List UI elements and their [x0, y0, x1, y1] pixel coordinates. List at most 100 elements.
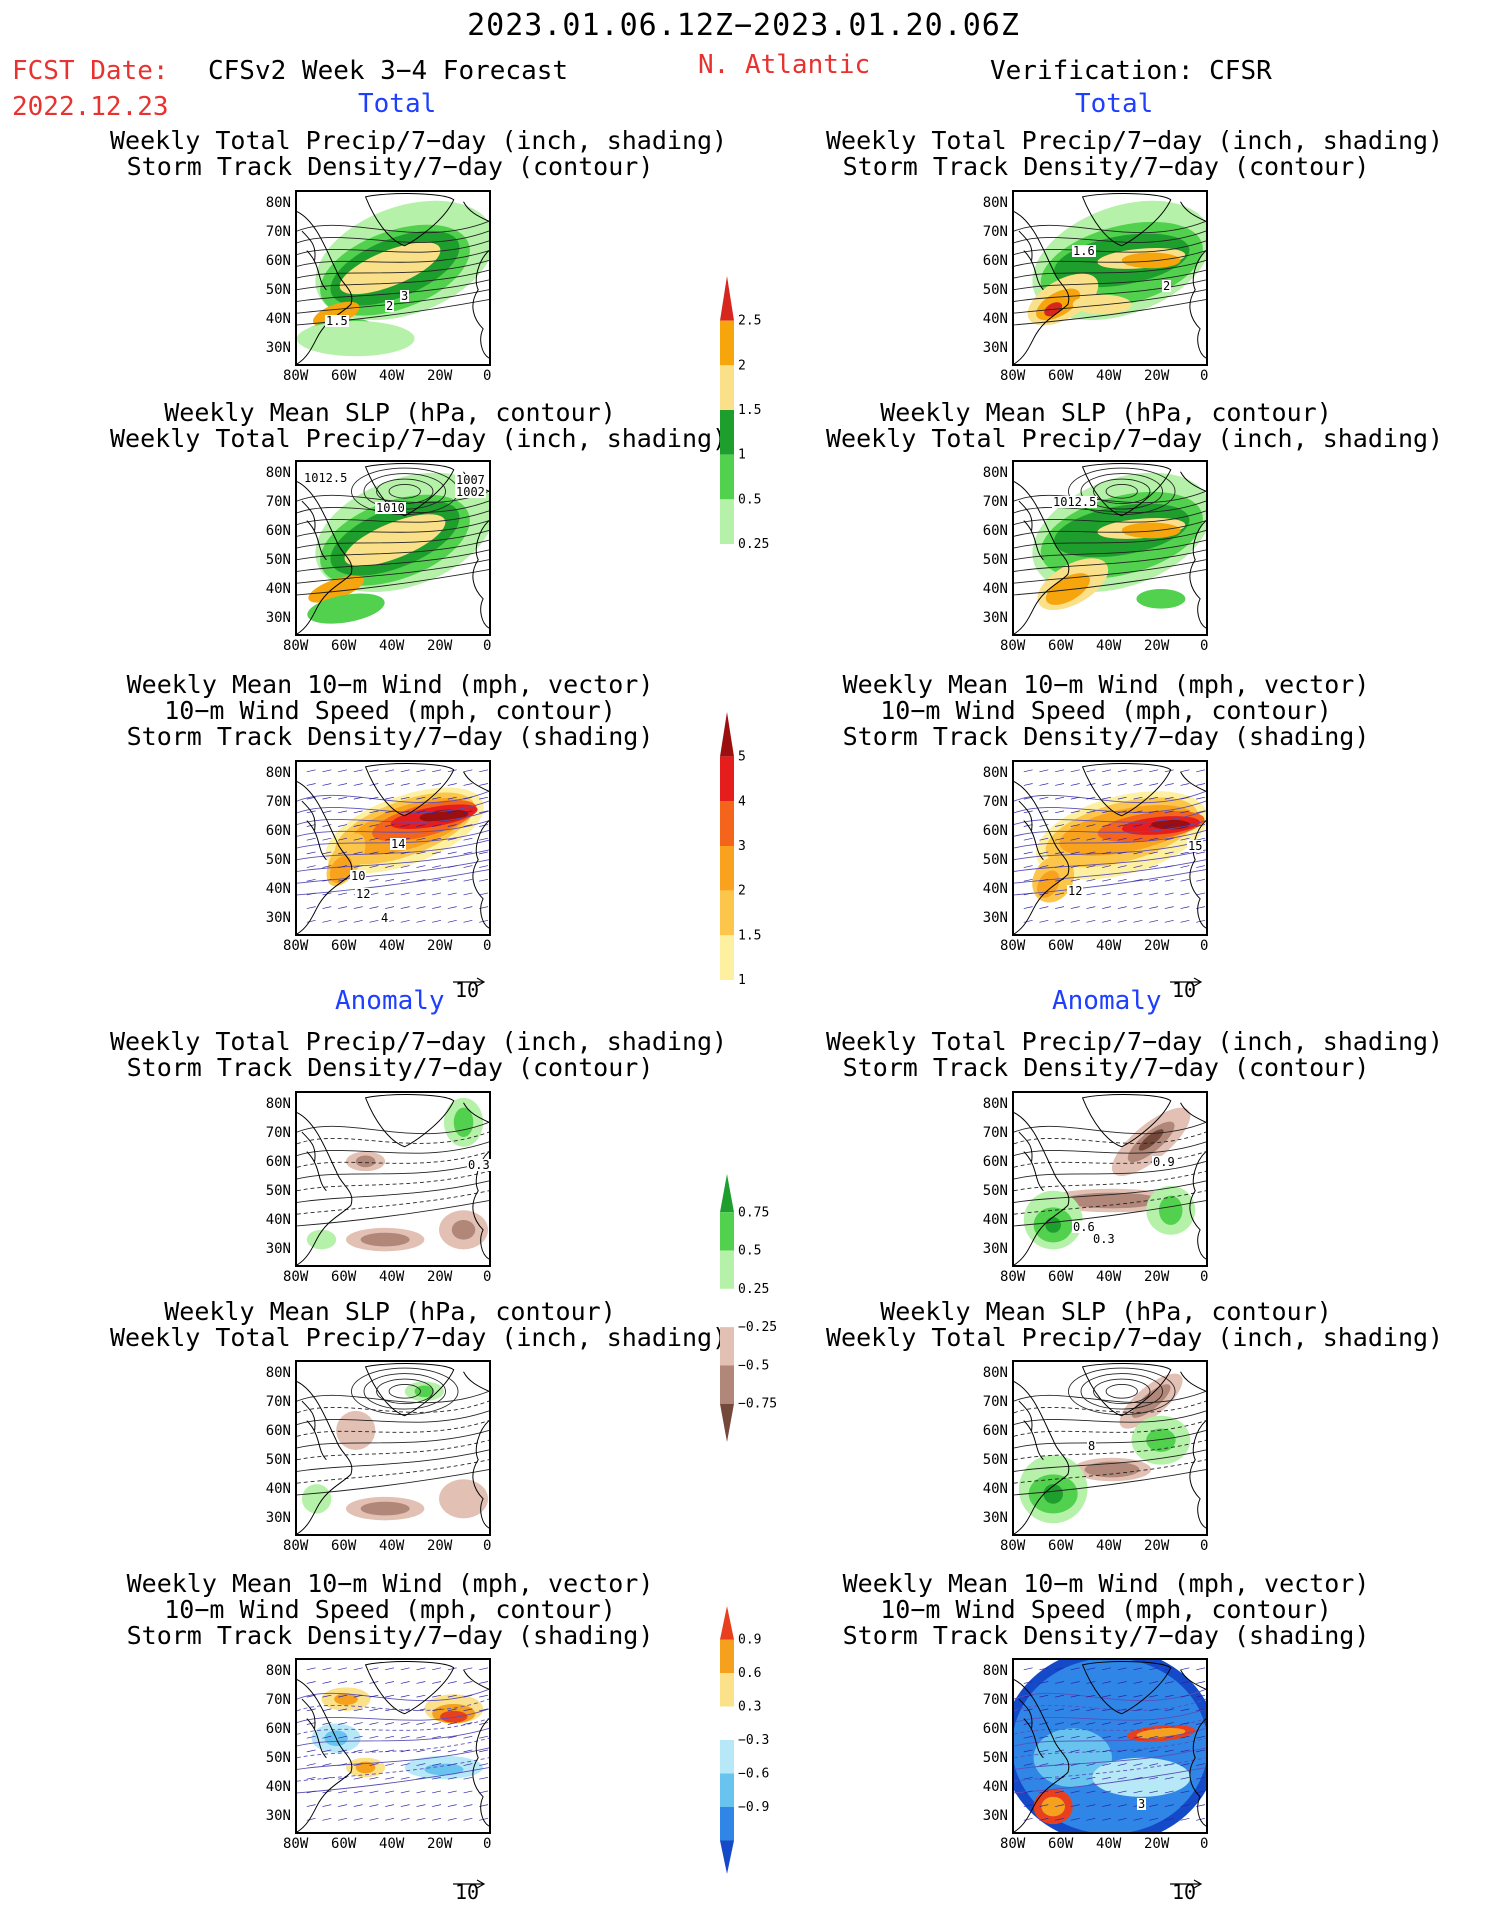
lat-tick-80N: 80N — [982, 465, 1008, 481]
lon-tick-40W: 40W — [379, 638, 405, 654]
lat-tick-80N: 80N — [265, 1096, 291, 1112]
colorbar-label: −0.9 — [738, 1800, 769, 1815]
lat-tick-80N: 80N — [982, 1096, 1008, 1112]
colorbar-segment — [720, 1403, 734, 1442]
lat-tick-50N: 50N — [982, 1183, 1008, 1199]
verif-total-slp-title-line-1: Weekly Mean SLP (hPa, contour) — [880, 398, 1332, 427]
verif-total-slp-map — [1012, 460, 1208, 636]
lon-tick-0: 0 — [483, 1836, 492, 1852]
lat-tick-70N: 70N — [265, 494, 291, 510]
colorbar-segment — [720, 1606, 734, 1640]
lon-tick-60W: 60W — [331, 1836, 357, 1852]
colorbar-segment — [720, 712, 734, 757]
lat-tick-30N: 30N — [265, 910, 291, 926]
colorbar-segment — [720, 935, 734, 980]
contour-label: 2 — [385, 299, 395, 313]
lon-tick-20W: 20W — [427, 1269, 453, 1285]
lon-tick-0: 0 — [483, 1269, 492, 1285]
lon-tick-80W: 80W — [1000, 368, 1026, 384]
contour-label: 0.3 — [467, 1158, 491, 1172]
verif-anom-wind-title-line-3: Storm Track Density/7−day (shading) — [842, 1621, 1370, 1650]
lat-tick-40N: 40N — [265, 881, 291, 897]
fcst-anom-wind-title-line-2: 10−m Wind Speed (mph, contour) — [164, 1595, 616, 1624]
vector-reference-arrow — [1168, 1874, 1204, 1893]
lon-tick-20W: 20W — [1144, 368, 1170, 384]
fcst-total-precip-map — [295, 190, 491, 366]
fcst-anom-wind-map — [295, 1658, 491, 1834]
colorbar-label: −0.25 — [738, 1320, 777, 1335]
lat-tick-30N: 30N — [982, 1241, 1008, 1257]
verif-anom-precip-title-line-1: Weekly Total Precip/7−day (inch, shading… — [826, 1027, 1444, 1056]
lon-tick-80W: 80W — [283, 938, 309, 954]
lon-tick-40W: 40W — [379, 368, 405, 384]
lon-tick-0: 0 — [1200, 1836, 1209, 1852]
lon-tick-40W: 40W — [1096, 368, 1122, 384]
lon-tick-60W: 60W — [1048, 1269, 1074, 1285]
lon-tick-0: 0 — [1200, 368, 1209, 384]
colorbar-label: 0.9 — [738, 1633, 761, 1648]
lat-tick-80N: 80N — [982, 195, 1008, 211]
colorbar-label: 0.75 — [738, 1205, 769, 1220]
forecast-date-label: FCST Date: — [12, 56, 169, 86]
colorbar-label: −0.75 — [738, 1397, 777, 1412]
colorbar-label: 0.25 — [738, 537, 769, 552]
colorbar-segment — [720, 1174, 734, 1213]
colorbar-label: −0.5 — [738, 1358, 769, 1373]
lat-tick-30N: 30N — [982, 1808, 1008, 1824]
colorbar-segment — [720, 499, 734, 544]
contour-label: 12 — [1067, 884, 1084, 898]
lat-tick-70N: 70N — [982, 1125, 1008, 1141]
lon-tick-60W: 60W — [331, 368, 357, 384]
lon-tick-60W: 60W — [1048, 938, 1074, 954]
colorbar-segment — [720, 320, 734, 366]
lat-tick-50N: 50N — [265, 1183, 291, 1199]
lon-tick-20W: 20W — [427, 938, 453, 954]
lon-tick-40W: 40W — [379, 938, 405, 954]
lat-tick-40N: 40N — [265, 311, 291, 327]
colorbar-label: 1.5 — [738, 928, 761, 943]
contour-label: 1010 — [375, 501, 406, 515]
lon-tick-40W: 40W — [1096, 938, 1122, 954]
lat-tick-60N: 60N — [265, 1423, 291, 1439]
lat-tick-50N: 50N — [982, 1452, 1008, 1468]
lat-tick-50N: 50N — [265, 1452, 291, 1468]
lon-tick-80W: 80W — [283, 368, 309, 384]
contour-label: 1.6 — [1072, 244, 1096, 258]
lat-tick-70N: 70N — [265, 1692, 291, 1708]
lat-tick-40N: 40N — [265, 1779, 291, 1795]
colorbar-label: 1 — [738, 448, 746, 463]
verif-anom-wind-title-line-1: Weekly Mean 10−m Wind (mph, vector) — [842, 1569, 1370, 1598]
lon-tick-20W: 20W — [1144, 638, 1170, 654]
contour-label: 8 — [1087, 1439, 1097, 1453]
colorbar-segment — [720, 1673, 734, 1707]
lon-tick-20W: 20W — [427, 1836, 453, 1852]
contour-label: 12 — [355, 887, 372, 901]
fcst-total-slp-title-line-1: Weekly Mean SLP (hPa, contour) — [164, 398, 616, 427]
verif-total-precip-title-line-2: Storm Track Density/7−day (contour) — [842, 152, 1370, 181]
lat-tick-50N: 50N — [982, 282, 1008, 298]
colorbar-segment — [720, 454, 734, 500]
colorbar-segment — [720, 1807, 734, 1841]
contour-label: 14 — [390, 837, 407, 851]
colorbar-segment — [720, 410, 734, 455]
fcst-total-wind-title-line-3: Storm Track Density/7−day (shading) — [126, 722, 654, 751]
lon-tick-0: 0 — [483, 368, 492, 384]
lat-tick-40N: 40N — [982, 1212, 1008, 1228]
verif-anom-slp-title-line-1: Weekly Mean SLP (hPa, contour) — [880, 1297, 1332, 1326]
contour-label: 1007 — [455, 473, 486, 487]
colorbar-track-total: 5 4 3 2 1.5 1 — [718, 704, 798, 994]
colorbar-label: 0.3 — [738, 1700, 761, 1715]
lat-tick-80N: 80N — [265, 765, 291, 781]
colorbar-segment — [720, 1740, 734, 1774]
lat-tick-80N: 80N — [982, 765, 1008, 781]
lon-tick-0: 0 — [1200, 1269, 1209, 1285]
colorbar-segment — [720, 1327, 734, 1366]
lat-tick-30N: 30N — [982, 1510, 1008, 1526]
lat-tick-40N: 40N — [982, 881, 1008, 897]
colorbar-segment — [720, 846, 734, 891]
lat-tick-30N: 30N — [265, 1808, 291, 1824]
fcst-total-wind-map — [295, 760, 491, 936]
colorbar-segment — [720, 1639, 734, 1673]
verif-total-wind-title-line-1: Weekly Mean 10−m Wind (mph, vector) — [842, 670, 1370, 699]
lon-tick-0: 0 — [1200, 638, 1209, 654]
